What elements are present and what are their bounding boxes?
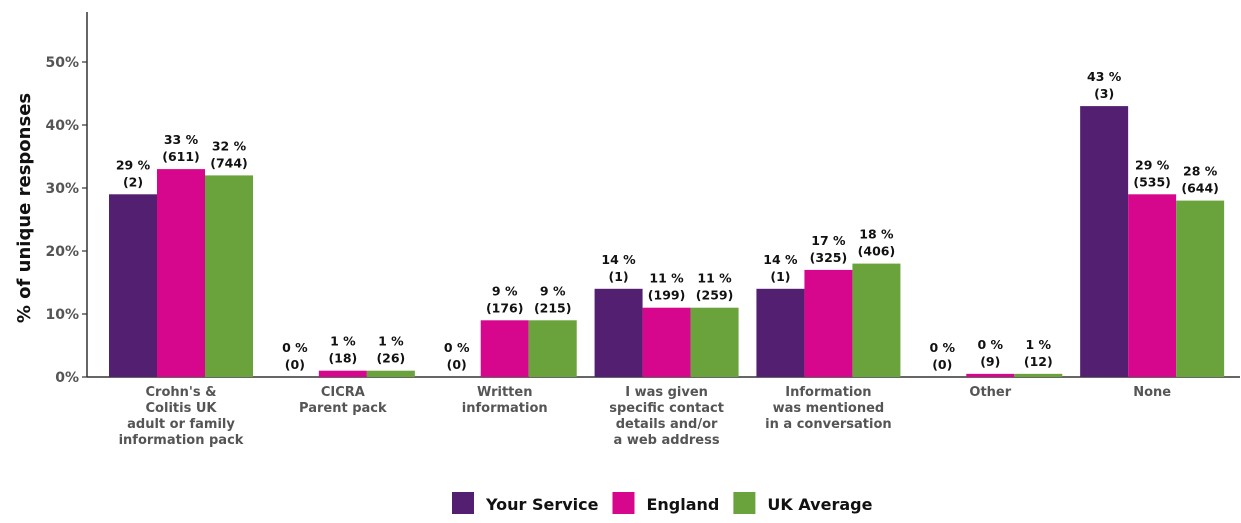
data-label-count: (199)	[648, 288, 686, 303]
data-label-percent: 11 %	[697, 271, 732, 286]
data-label-percent: 0 %	[977, 337, 1003, 352]
data-label-count: (26)	[376, 351, 405, 366]
legend-label: UK Average	[767, 495, 872, 514]
x-category-label: None	[1133, 385, 1171, 400]
x-category-label: Other	[969, 385, 1011, 400]
data-label-percent: 9 %	[492, 283, 518, 298]
data-label-count: (0)	[932, 357, 952, 372]
data-label-count: (18)	[328, 351, 357, 366]
data-label-percent: 0 %	[444, 340, 470, 355]
data-label-percent: 14 %	[601, 252, 636, 267]
data-label-count: (215)	[534, 300, 572, 315]
bar-your-service	[756, 288, 805, 377]
y-tick-label: 40%	[45, 118, 79, 134]
y-tick-label: 50%	[45, 55, 79, 71]
legend-swatch-uk-average	[733, 492, 756, 514]
data-label-percent: 18 %	[859, 227, 894, 242]
bars	[109, 106, 1225, 377]
y-tick-label: 0%	[55, 370, 79, 386]
data-label-percent: 32 %	[212, 138, 247, 153]
data-label-percent: 0 %	[282, 340, 308, 355]
y-tick-label: 10%	[45, 307, 79, 323]
bar-uk-average	[852, 263, 901, 377]
data-label-percent: 28 %	[1183, 164, 1218, 179]
data-label-count: (9)	[980, 354, 1000, 369]
bar-england	[804, 269, 853, 377]
y-axis-title-group: % of unique responses	[14, 93, 35, 323]
data-label-count: (0)	[285, 357, 305, 372]
data-label-count: (325)	[810, 250, 848, 265]
data-label-count: (0)	[447, 357, 467, 372]
data-label-count: (611)	[162, 149, 200, 164]
bar-england	[480, 320, 529, 377]
legend-label: England	[646, 495, 719, 514]
data-label-count: (1)	[609, 269, 629, 284]
data-label-count: (406)	[858, 244, 896, 259]
bar-england	[318, 370, 367, 377]
data-label-count: (2)	[123, 174, 143, 189]
data-label-count: (176)	[486, 300, 524, 315]
data-label-count: (744)	[210, 155, 248, 170]
data-label-percent: 9 %	[540, 283, 566, 298]
bar-england	[157, 169, 205, 377]
data-label-count: (259)	[696, 288, 734, 303]
data-label-count: (1)	[770, 269, 790, 284]
bar-england	[642, 307, 691, 377]
legend-label: Your Service	[485, 495, 599, 514]
y-tick-label: 30%	[45, 181, 79, 197]
data-label-count: (12)	[1024, 354, 1053, 369]
x-category-label: I was given specific contact details and/o…	[609, 385, 724, 448]
category-labels: Crohn's & Colitis UK adult or family inform…	[119, 385, 1172, 448]
data-label-count: (3)	[1094, 86, 1114, 101]
data-label-percent: 29 %	[1135, 157, 1170, 172]
x-category-label: CICRA Parent pack	[299, 385, 387, 416]
bar-uk-average	[528, 320, 577, 377]
bar-your-service	[594, 288, 643, 377]
data-label-percent: 1 %	[1025, 337, 1051, 352]
data-label-percent: 17 %	[811, 233, 846, 248]
legend: Your Service England UK Average	[452, 492, 873, 514]
data-label-percent: 29 %	[116, 157, 151, 172]
x-category-label: Crohn's & Colitis UK adult or family inform…	[119, 385, 244, 448]
x-category-label: Information was mentioned in a conversatio…	[765, 385, 892, 432]
data-label-percent: 11 %	[649, 271, 684, 286]
x-category-label: Written information	[462, 385, 548, 416]
data-label-percent: 1 %	[330, 334, 356, 349]
bar-uk-average	[1176, 200, 1225, 377]
data-label-percent: 14 %	[763, 252, 798, 267]
bar-england	[966, 373, 1015, 377]
legend-swatch-your-service	[452, 492, 474, 514]
bar-your-service	[109, 194, 157, 377]
data-label-count: (644)	[1181, 181, 1219, 196]
data-label-percent: 0 %	[929, 340, 955, 355]
bar-uk-average	[366, 370, 415, 377]
data-label-percent: 43 %	[1087, 69, 1122, 84]
bar-your-service	[1080, 106, 1129, 377]
data-label-percent: 1 %	[378, 334, 404, 349]
bar-uk-average	[690, 307, 739, 377]
y-axis-title: % of unique responses	[14, 93, 35, 323]
y-tick-label: 20%	[45, 244, 79, 260]
data-label-percent: 33 %	[164, 132, 199, 147]
bar-uk-average	[1014, 373, 1063, 377]
data-label-count: (535)	[1133, 174, 1171, 189]
bar-uk-average	[205, 175, 253, 377]
legend-swatch-england	[612, 492, 635, 514]
data-labels: 29 % (2) 33 % (611) 32 % (744) 0 % (0) 1 % (18) 1 …	[116, 69, 1219, 372]
bar-england	[1128, 194, 1177, 377]
